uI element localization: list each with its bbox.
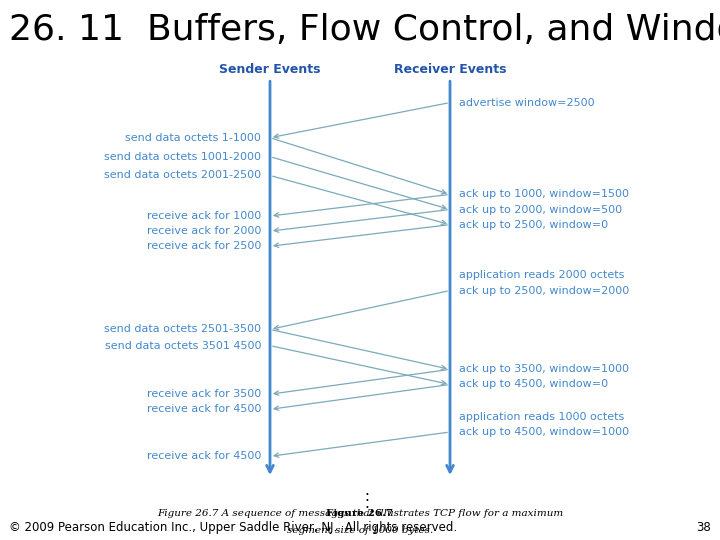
Text: send data octets 1-1000: send data octets 1-1000 bbox=[125, 133, 261, 143]
Text: ack up to 4500, window=1000: ack up to 4500, window=1000 bbox=[459, 427, 629, 437]
Text: receive ack for 4500: receive ack for 4500 bbox=[147, 404, 261, 414]
Text: send data octets 2501-3500: send data octets 2501-3500 bbox=[104, 325, 261, 334]
Text: Receiver Events: Receiver Events bbox=[394, 63, 506, 76]
Text: send data octets 1001-2000: send data octets 1001-2000 bbox=[104, 152, 261, 161]
Text: receive ack for 1000: receive ack for 1000 bbox=[147, 211, 261, 221]
Text: © 2009 Pearson Education Inc., Upper Saddle River, NJ.  All rights reserved.: © 2009 Pearson Education Inc., Upper Sad… bbox=[9, 521, 457, 534]
Text: application reads 1000 octets: application reads 1000 octets bbox=[459, 412, 624, 422]
Text: ack up to 2500, window=0: ack up to 2500, window=0 bbox=[459, 220, 608, 229]
Text: receive ack for 3500: receive ack for 3500 bbox=[147, 389, 261, 399]
Text: ack up to 1000, window=1500: ack up to 1000, window=1500 bbox=[459, 190, 629, 199]
Text: receive ack for 2500: receive ack for 2500 bbox=[147, 241, 261, 251]
Text: ack up to 3500, window=1000: ack up to 3500, window=1000 bbox=[459, 364, 629, 374]
Text: advertise window=2500: advertise window=2500 bbox=[459, 98, 594, 107]
Text: receive ack for 2000: receive ack for 2000 bbox=[147, 226, 261, 236]
Text: .: . bbox=[365, 489, 369, 504]
Text: .: . bbox=[365, 483, 369, 498]
Text: ack up to 4500, window=0: ack up to 4500, window=0 bbox=[459, 380, 608, 389]
Text: send data octets 2001-2500: send data octets 2001-2500 bbox=[104, 171, 261, 180]
Text: ack up to 2000, window=500: ack up to 2000, window=500 bbox=[459, 205, 622, 214]
Text: Figure 26.7: Figure 26.7 bbox=[326, 509, 394, 518]
Text: ack up to 2500, window=2000: ack up to 2500, window=2000 bbox=[459, 286, 629, 295]
Text: Figure 26.7 A sequence of messages that illustrates TCP flow for a maximum
segme: Figure 26.7 A sequence of messages that … bbox=[157, 509, 563, 528]
Text: Sender Events: Sender Events bbox=[220, 63, 320, 76]
Text: application reads 2000 octets: application reads 2000 octets bbox=[459, 271, 624, 280]
Text: 26. 11  Buffers, Flow Control, and Windows: 26. 11 Buffers, Flow Control, and Window… bbox=[9, 14, 720, 48]
Text: receive ack for 4500: receive ack for 4500 bbox=[147, 451, 261, 461]
Text: Figure 26.7 A sequence of messages that illustrates TCP flow for a maximum: Figure 26.7 A sequence of messages that … bbox=[157, 509, 563, 518]
Text: 38: 38 bbox=[696, 521, 711, 534]
Text: segment size of 1000 bytes.: segment size of 1000 bytes. bbox=[287, 526, 433, 535]
Text: .: . bbox=[365, 496, 369, 511]
Text: send data octets 3501 4500: send data octets 3501 4500 bbox=[105, 341, 261, 350]
